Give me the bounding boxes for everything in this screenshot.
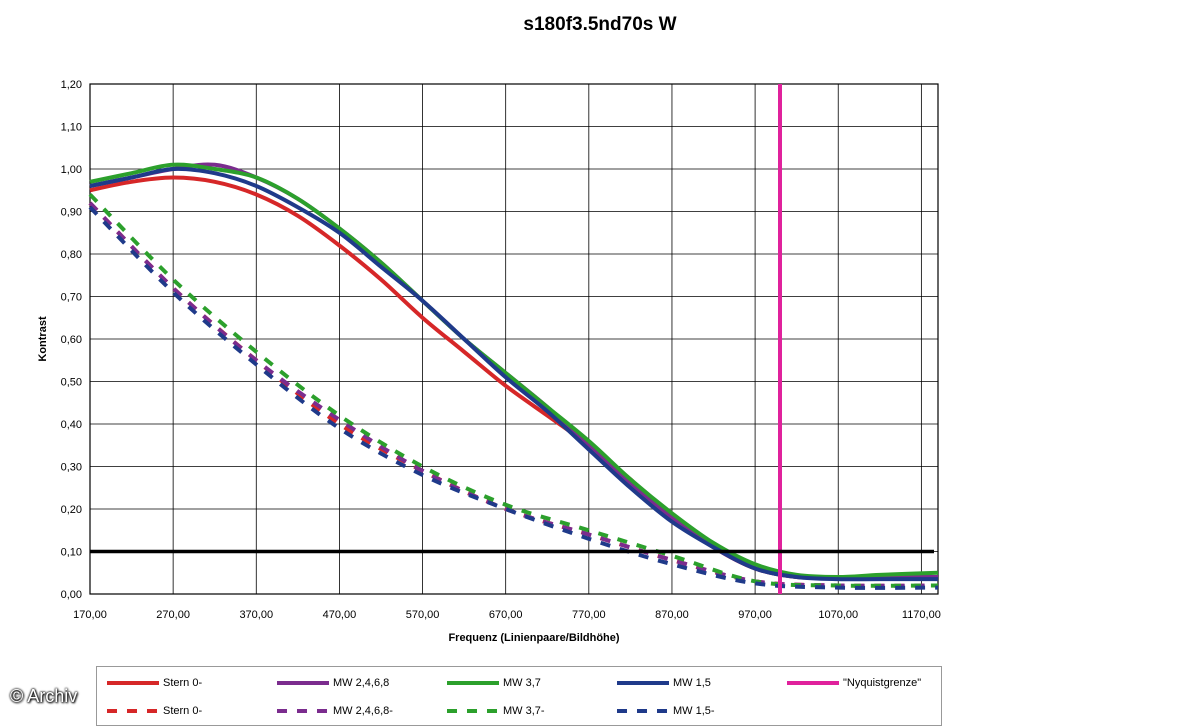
y-tick-label: 0,00 [61, 589, 82, 601]
y-tick-label: 0,80 [61, 249, 82, 261]
x-tick-label: 870,00 [655, 609, 689, 621]
x-tick-label: 470,00 [323, 609, 357, 621]
legend-label: MW 1,5 [673, 677, 711, 689]
y-axis-label: Kontrast [37, 316, 49, 362]
legend-swatch [277, 681, 329, 685]
legend-item: MW 1,5 [617, 674, 711, 692]
legend-label: MW 2,4,6,8 [333, 677, 390, 689]
y-tick-label: 0,30 [61, 462, 82, 474]
x-tick-label: 1170,00 [902, 609, 941, 621]
series-line-dashed-8 [88, 205, 939, 590]
legend-swatch [107, 709, 159, 713]
legend-item: MW 3,7- [447, 702, 545, 720]
legend-swatch [787, 681, 839, 685]
legend-label: "Nyquistgrenze" [843, 677, 922, 689]
y-tick-label: 1,10 [61, 122, 82, 134]
legend-label: MW 3,7- [503, 705, 545, 717]
legend-item: Stern 0- [107, 674, 202, 692]
legend-swatch [107, 681, 159, 685]
legend-item: MW 2,4,6,8 [277, 674, 389, 692]
legend: Stern 0- MW 2,4,6,8 MW 3,7 MW 1,5 "Nyquistgr… [96, 666, 942, 726]
legend-swatch [617, 681, 669, 685]
y-tick-label: 0,20 [61, 504, 82, 516]
y-tick-label: 0,70 [61, 292, 82, 304]
x-tick-label: 370,00 [239, 609, 273, 621]
legend-swatch [447, 709, 499, 713]
grid [89, 83, 939, 595]
x-tick-label: 270,00 [156, 609, 190, 621]
x-tick-label: 570,00 [406, 609, 440, 621]
x-tick-label: 1070,00 [818, 609, 858, 621]
y-tick-label: 0,60 [61, 334, 82, 346]
x-tick-label: 170,00 [73, 609, 107, 621]
y-tick-label: 0,50 [61, 377, 82, 389]
legend-label: Stern 0- [163, 677, 203, 689]
x-tick-label: 970,00 [738, 609, 772, 621]
legend-label: MW 1,5- [673, 705, 715, 717]
plot-area: 0,00 0,10 0,20 0,30 0,40 0,50 0,60 0,70 0,80 0,90… [37, 79, 941, 644]
legend-swatch [617, 709, 669, 713]
x-axis-label: Frequenz (Linienpaare/Bildhöhe) [448, 632, 619, 644]
y-tick-label: 0,40 [61, 419, 82, 431]
series-line-solid-3 [89, 166, 938, 582]
legend-label: MW 3,7 [503, 677, 541, 689]
y-tick-label: 0,90 [61, 207, 82, 219]
y-tick-label: 1,00 [61, 164, 82, 176]
y-tick-label: 0,10 [61, 547, 82, 559]
axes: 0,00 0,10 0,20 0,30 0,40 0,50 0,60 0,70 0,80 0,90… [37, 79, 941, 644]
legend-item: "Nyquistgrenze" [787, 674, 921, 692]
x-tick-label: 770,00 [572, 609, 606, 621]
legend-label: MW 2,4,6,8- [333, 705, 393, 717]
chart-title: s180f3.5nd70s W [523, 14, 677, 35]
legend-swatch [277, 709, 329, 713]
y-tick-label: 1,20 [61, 79, 82, 91]
series-line-solid-2 [89, 162, 939, 579]
legend-label: Stern 0- [163, 705, 203, 717]
watermark: © Archiv [10, 686, 78, 706]
legend-item: MW 1,5- [617, 702, 715, 720]
legend-item: MW 2,4,6,8- [277, 702, 393, 720]
series-line-solid-1 [89, 162, 938, 580]
legend-item: Stern 0- [107, 702, 202, 720]
legend-item: MW 3,7 [447, 674, 541, 692]
series-layer [88, 84, 939, 594]
x-tick-label: 670,00 [489, 609, 523, 621]
legend-swatch [447, 681, 499, 685]
